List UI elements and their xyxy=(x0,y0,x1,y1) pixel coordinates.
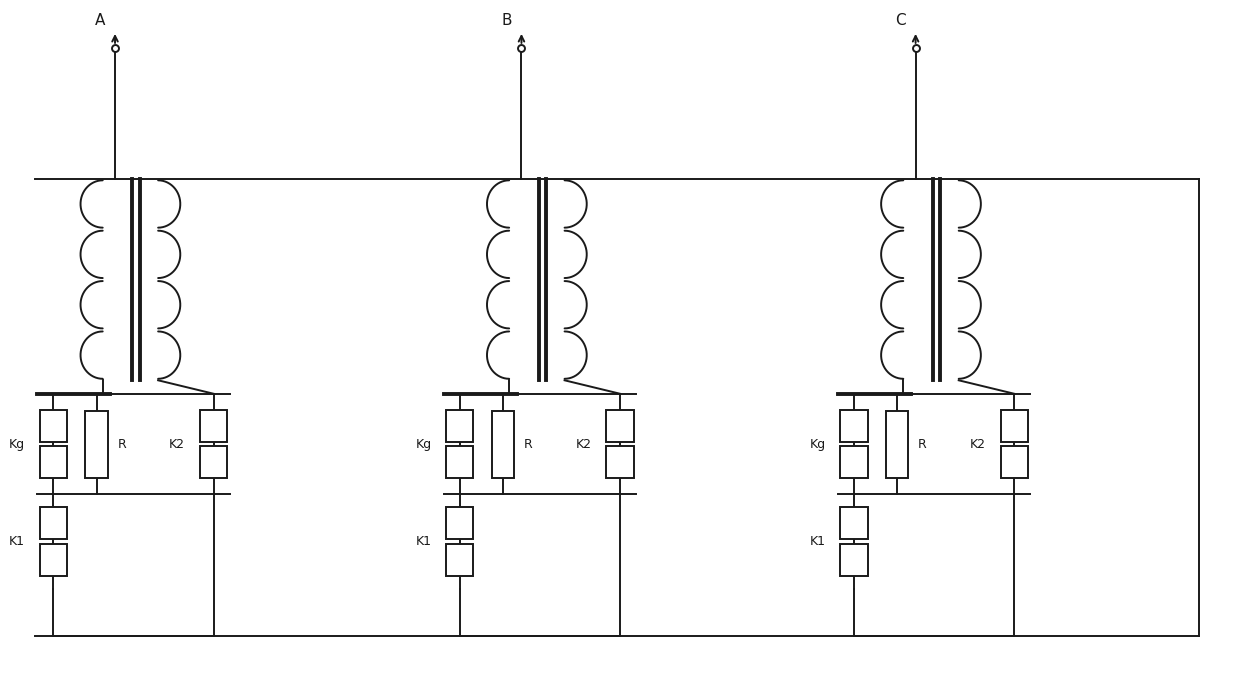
Text: A: A xyxy=(95,13,105,28)
Text: Kg: Kg xyxy=(9,438,25,451)
Text: B: B xyxy=(501,13,512,28)
Bar xyxy=(492,411,515,477)
Bar xyxy=(841,410,868,442)
Text: K1: K1 xyxy=(415,535,432,548)
Bar xyxy=(887,411,908,477)
Text: K2: K2 xyxy=(169,438,185,451)
Bar xyxy=(446,507,474,539)
Bar xyxy=(40,446,67,478)
Bar xyxy=(446,543,474,576)
Text: K1: K1 xyxy=(810,535,826,548)
Text: K2: K2 xyxy=(575,438,591,451)
Text: C: C xyxy=(895,13,906,28)
Text: Kg: Kg xyxy=(415,438,432,451)
Text: R: R xyxy=(118,438,126,451)
Text: K1: K1 xyxy=(9,535,25,548)
Bar xyxy=(841,507,868,539)
Bar xyxy=(40,507,67,539)
Bar xyxy=(1001,410,1028,442)
Bar xyxy=(200,410,227,442)
Bar xyxy=(40,410,67,442)
Bar xyxy=(1001,446,1028,478)
Bar xyxy=(606,410,634,442)
Bar xyxy=(86,411,108,477)
Text: Kg: Kg xyxy=(810,438,826,451)
Bar xyxy=(841,446,868,478)
Bar xyxy=(446,446,474,478)
Text: R: R xyxy=(525,438,533,451)
Bar xyxy=(841,543,868,576)
Bar xyxy=(606,446,634,478)
Text: R: R xyxy=(918,438,926,451)
Bar xyxy=(446,410,474,442)
Bar xyxy=(200,446,227,478)
Bar xyxy=(40,543,67,576)
Text: K2: K2 xyxy=(970,438,986,451)
